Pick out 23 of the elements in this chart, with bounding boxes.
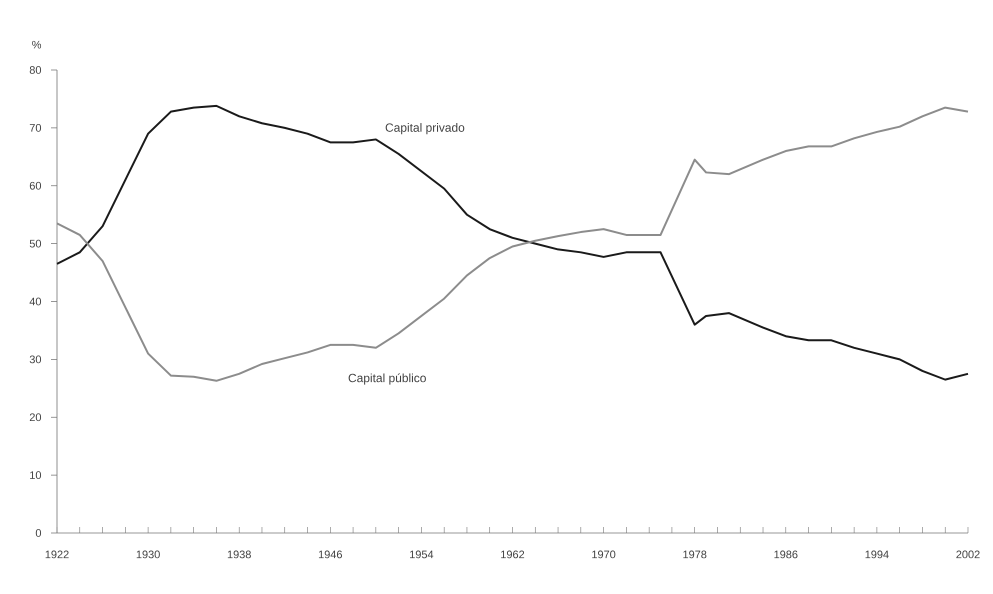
y-axis-title: % (32, 40, 42, 48)
x-tick-label: 2002 (956, 550, 980, 558)
x-tick-label: 1994 (866, 550, 889, 558)
x-tick-label: 1922 (46, 550, 69, 558)
x-tick-label: 1986 (774, 550, 798, 558)
y-tick-label: 40 (30, 298, 42, 306)
text: Capital público (348, 373, 426, 385)
x-tick-label: 1946 (318, 550, 342, 558)
x-tick-label: 1930 (136, 550, 160, 558)
x-tick-label: 1954 (410, 550, 434, 558)
y-tick-label: 0 (36, 529, 42, 537)
y-tick-label: 50 (30, 240, 42, 248)
y-tick-label: 70 (30, 124, 42, 132)
y-tick-label: 10 (30, 471, 42, 480)
y-tick-label: 60 (30, 182, 42, 190)
y-tick-label: 20 (30, 413, 42, 422)
x-tick-label: 1938 (228, 550, 251, 558)
x-tick-label: 1970 (592, 550, 616, 558)
x-tick-label: 1978 (683, 550, 706, 558)
series-label: Capital privado (386, 123, 464, 134)
y-tick-label: 80 (30, 66, 42, 74)
y-tick-label: 30 (30, 356, 42, 364)
x-tick-label: 1962 (501, 550, 524, 558)
